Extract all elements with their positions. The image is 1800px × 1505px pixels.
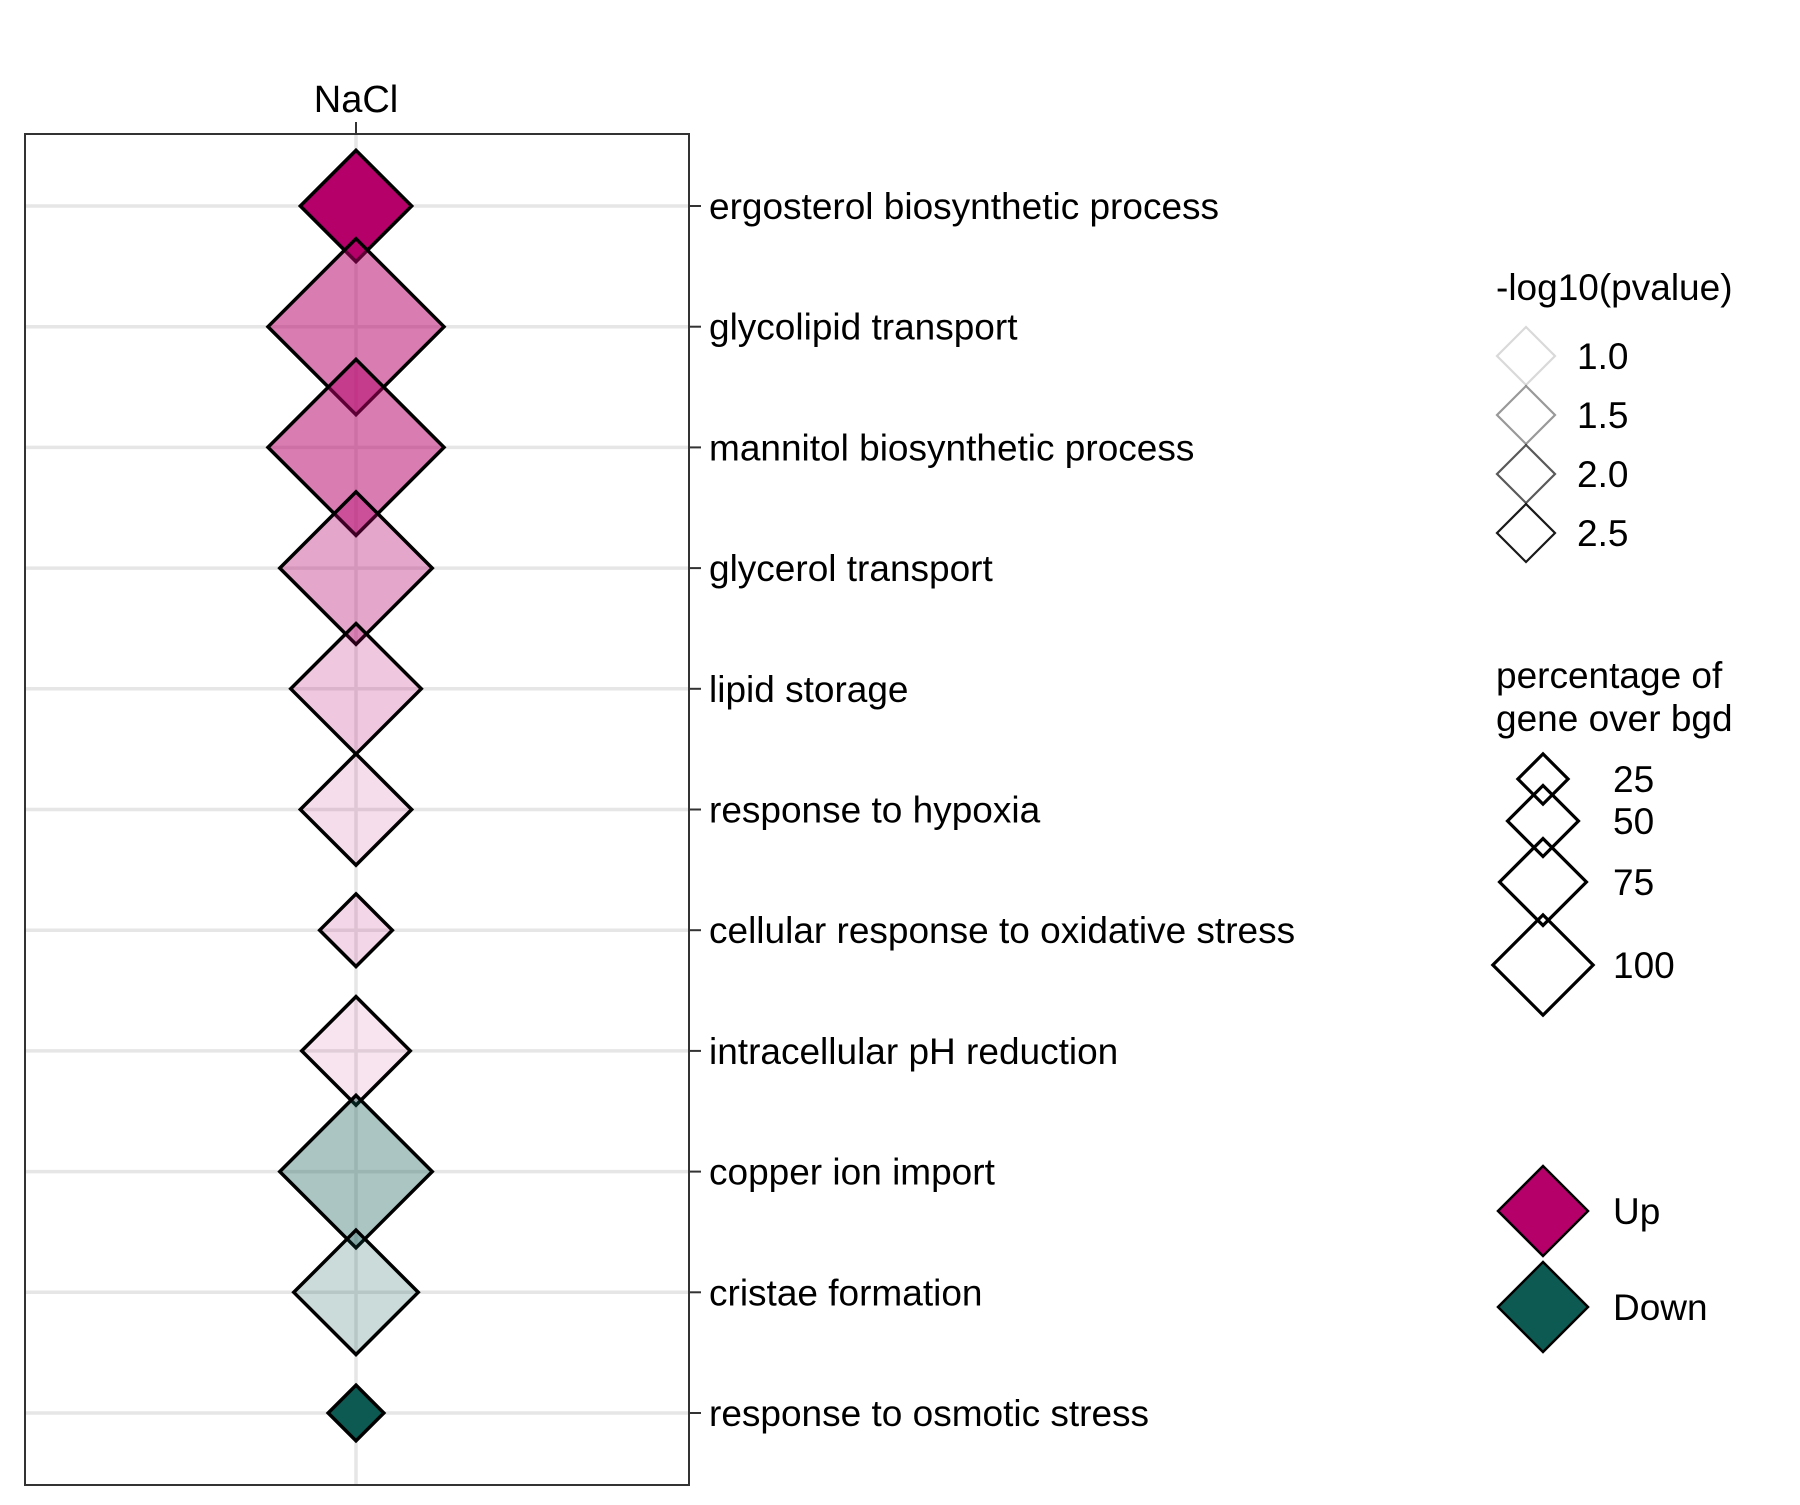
legend-percentage-title: percentage of gene over bgd — [1496, 655, 1733, 739]
legend-percentage-key-50 — [1505, 783, 1581, 859]
legend-percentage-key-25 — [1515, 751, 1571, 807]
legend-pvalue-key-1-0 — [1495, 325, 1557, 387]
legend-pvalue-label-1-5: 1.5 — [1577, 395, 1628, 436]
legend-percentage-label-100: 100 — [1613, 945, 1675, 986]
y-tick-label-cristae-formation: cristae formation — [709, 1272, 983, 1313]
legend-direction: Up Down — [1496, 1164, 1708, 1354]
y-axis: ergosterol biosynthetic process glycolipi… — [689, 186, 1295, 1434]
y-tick-label-response-to-hypoxia: response to hypoxia — [709, 790, 1041, 831]
point-lipid-storage — [288, 621, 424, 757]
legend-percentage-title-line: percentage of — [1496, 655, 1723, 696]
y-tick-label-response-to-osmotic-stress: response to osmotic stress — [709, 1393, 1149, 1434]
legend-percentage-key-75 — [1497, 836, 1589, 928]
point-mannitol-biosynthetic-process — [265, 356, 447, 538]
legend-pvalue-key-1-5 — [1495, 384, 1557, 446]
legend-pvalue-key-2-5 — [1495, 502, 1557, 564]
legend-direction-label-down: Down — [1613, 1287, 1708, 1328]
y-tick-label-glycolipid-transport: glycolipid transport — [709, 307, 1018, 348]
legend-pvalue-key-2-0 — [1495, 443, 1557, 505]
legend-percentage-key-100 — [1490, 912, 1596, 1018]
legend-direction-key-up — [1496, 1164, 1590, 1258]
point-glycerol-transport — [277, 489, 435, 647]
legend-percentage-label-50: 50 — [1613, 801, 1654, 842]
y-tick-label-lipid-storage: lipid storage — [709, 669, 909, 710]
legend-pvalue: -log10(pvalue) 1.0 1.5 2.0 2.5 — [1495, 267, 1733, 564]
legend-direction-label-up: Up — [1613, 1191, 1660, 1232]
x-axis: NaCl — [314, 79, 398, 134]
point-response-to-osmotic-stress — [325, 1382, 387, 1444]
legend-percentage-label-25: 25 — [1613, 759, 1654, 800]
legend-percentage-title-line: gene over bgd — [1496, 698, 1733, 739]
x-tick-label-nacl: NaCl — [314, 79, 398, 121]
data-points — [265, 147, 447, 1444]
y-tick-label-ergosterol-biosynthetic-process: ergosterol biosynthetic process — [709, 186, 1219, 227]
point-cristae-formation — [291, 1227, 421, 1358]
point-copper-ion-import — [277, 1092, 435, 1251]
legend-pvalue-label-1-0: 1.0 — [1577, 336, 1628, 377]
legend-direction-key-down — [1496, 1260, 1590, 1354]
y-tick-label-cellular-response-to-oxidative-stress: cellular response to oxidative stress — [709, 910, 1295, 951]
legend-pvalue-label-2-5: 2.5 — [1577, 513, 1628, 554]
legend-pvalue-label-2-0: 2.0 — [1577, 454, 1628, 495]
point-response-to-hypoxia — [297, 751, 415, 868]
legend-percentage-label-75: 75 — [1613, 862, 1654, 903]
y-tick-label-mannitol-biosynthetic-process: mannitol biosynthetic process — [709, 427, 1194, 468]
y-tick-label-intracellular-ph-reduction: intracellular pH reduction — [709, 1031, 1118, 1072]
point-intracellular-ph-reduction — [299, 994, 413, 1108]
y-tick-label-copper-ion-import: copper ion import — [709, 1152, 996, 1193]
legend-pvalue-title: -log10(pvalue) — [1496, 267, 1733, 308]
point-cellular-response-to-oxidative-stress — [317, 891, 395, 969]
y-tick-label-glycerol-transport: glycerol transport — [709, 548, 994, 589]
